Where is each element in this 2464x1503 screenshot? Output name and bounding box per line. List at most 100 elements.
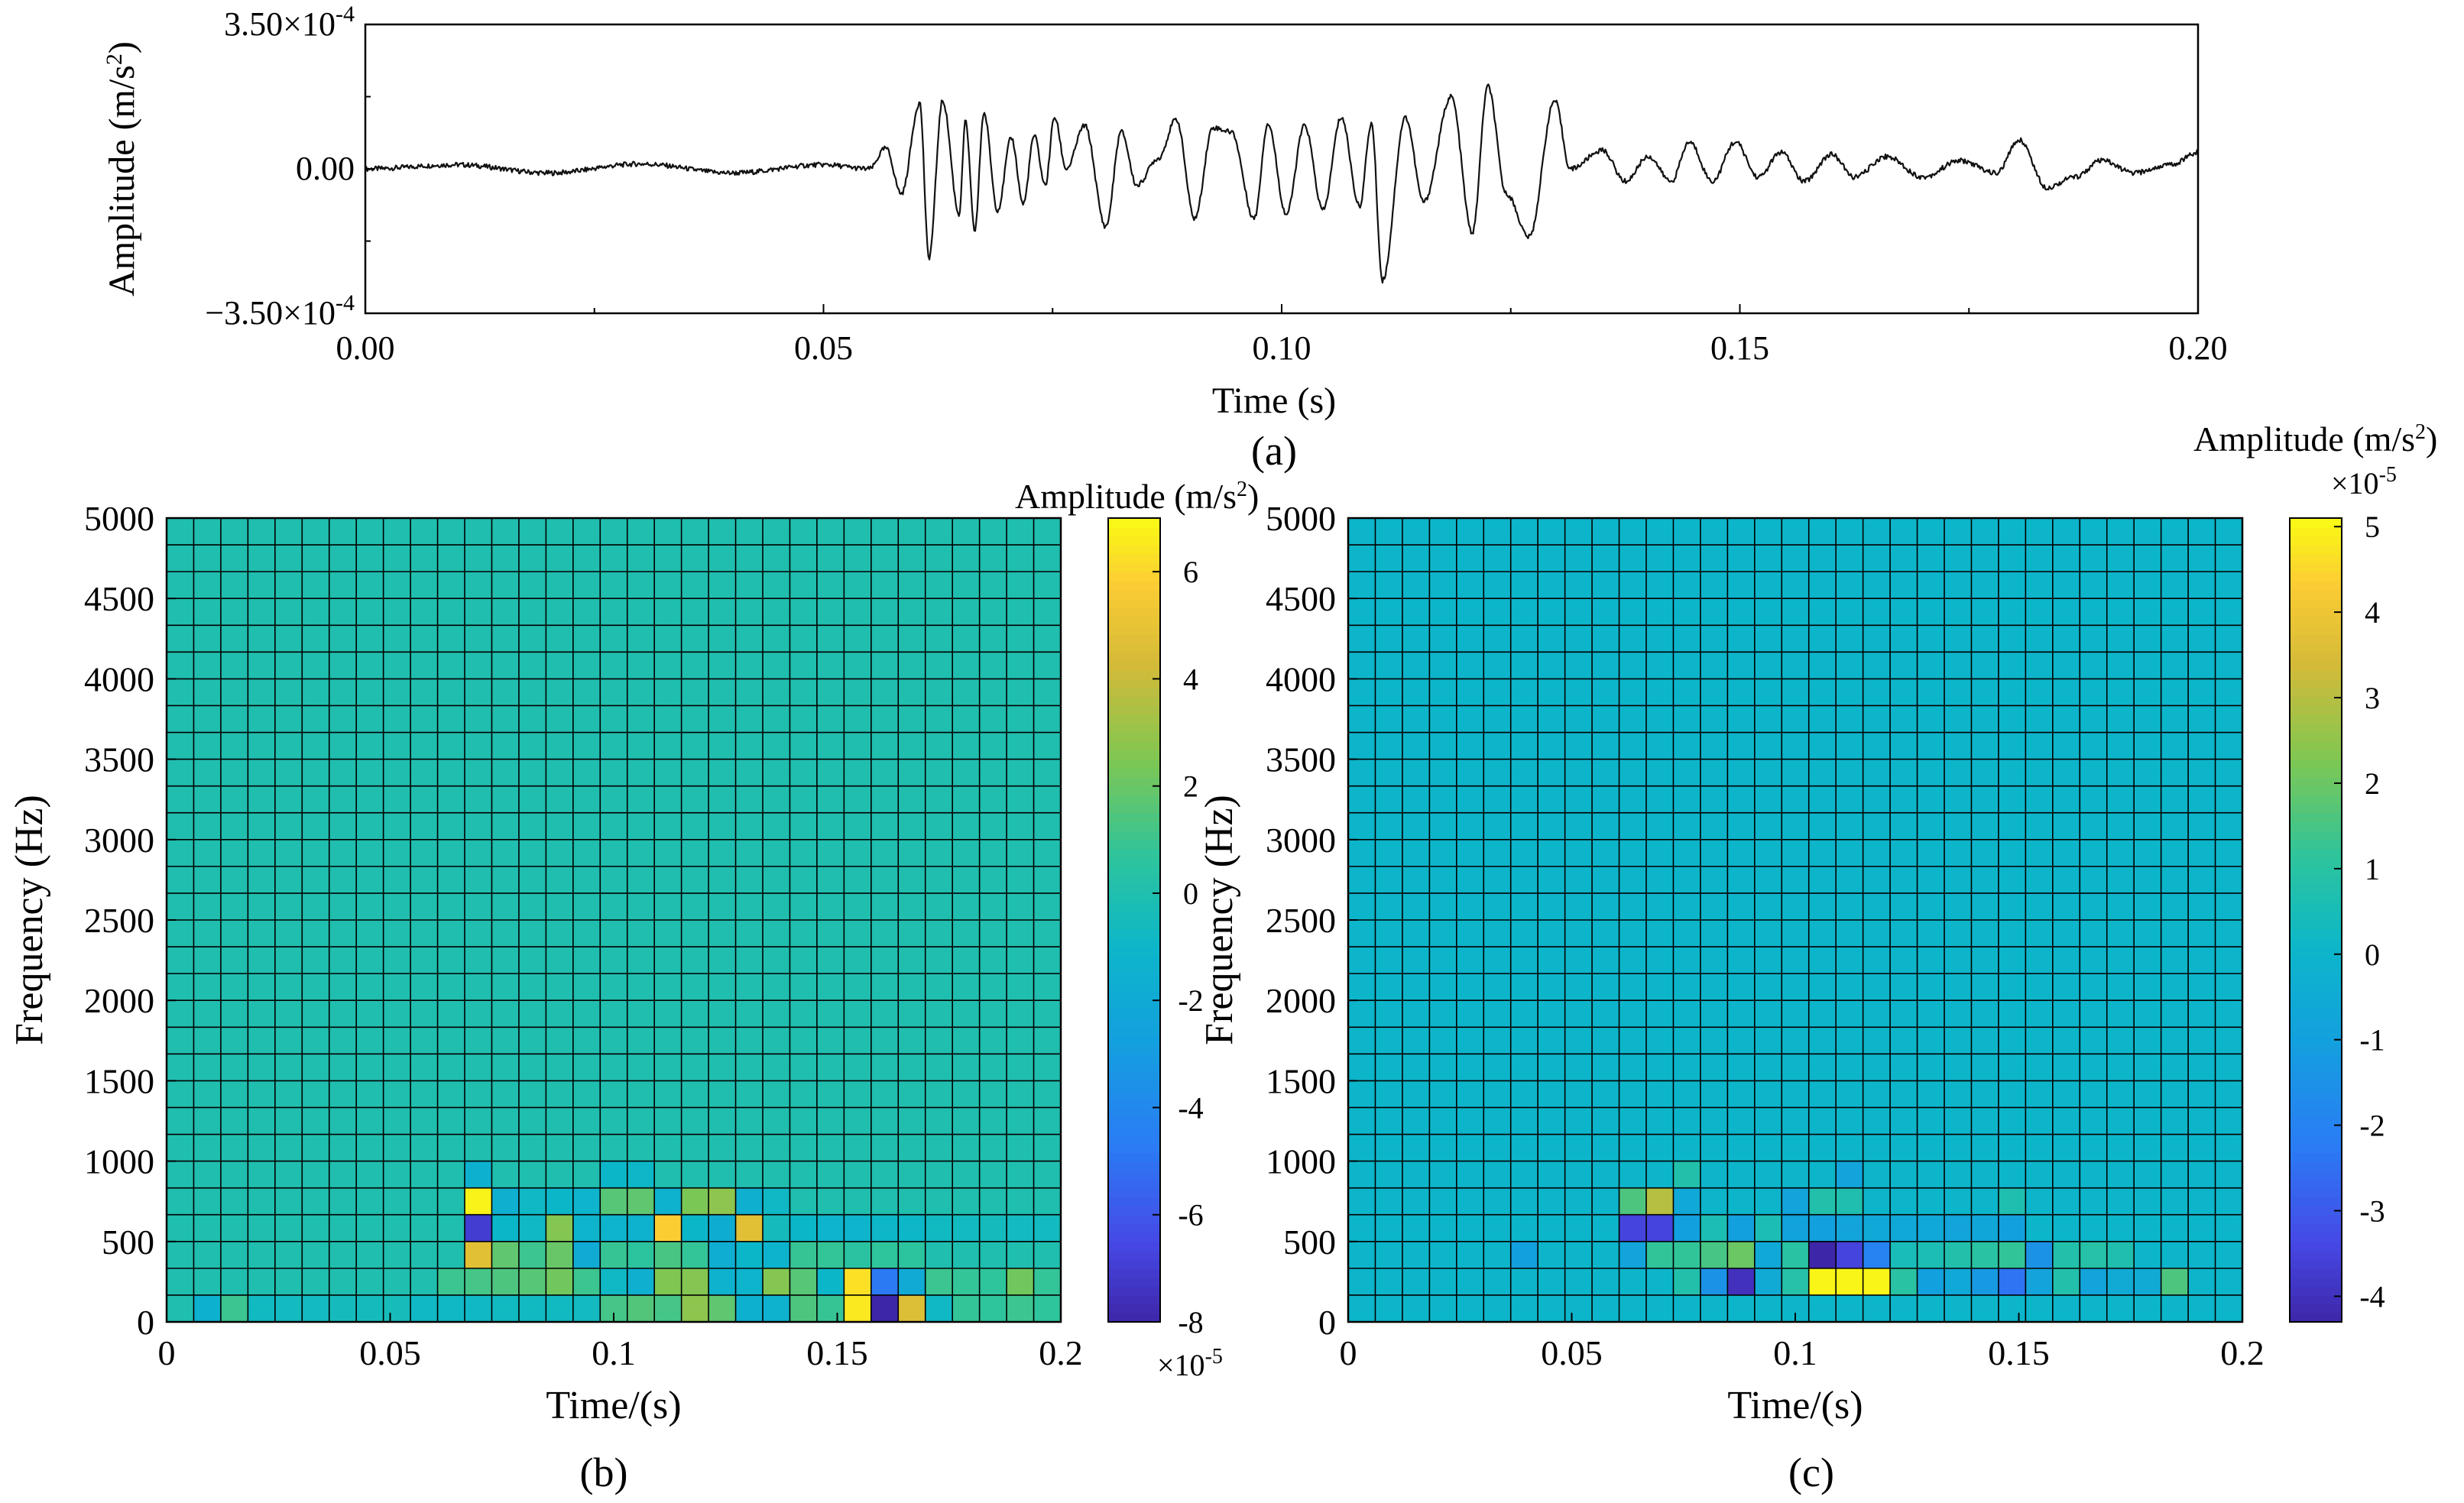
panel-b-cell (193, 812, 222, 841)
panel-c-colorbar-title: Amplitude (m/s2) (2193, 419, 2437, 458)
panel-b-cell (572, 518, 601, 546)
panel-c-cell (1619, 1134, 1647, 1162)
panel-b-cell (356, 892, 384, 921)
panel-c-cell (1538, 1241, 1566, 1269)
panel-b-cell (491, 1294, 520, 1323)
panel-c-cell (1808, 1080, 1837, 1109)
panel-c-cell (1890, 920, 1918, 947)
panel-c-colorbar-step (2290, 776, 2342, 787)
panel-b-cell (302, 518, 330, 546)
panel-b-cell (220, 1241, 248, 1269)
panel-c-cell (1673, 786, 1701, 814)
panel-b-cell (681, 1000, 709, 1028)
panel-c-cell (2215, 1187, 2243, 1216)
panel-b-y-tick-label: 2000 (84, 981, 154, 1020)
panel-b-cell (816, 759, 845, 787)
panel-c-cell (1971, 759, 1999, 787)
panel-c-y-tick-label: 5000 (1266, 499, 1336, 538)
panel-b-cell (274, 947, 303, 974)
panel-b-cell (248, 1107, 276, 1135)
panel-c-cell (1564, 572, 1593, 599)
panel-b-cell (600, 920, 628, 947)
panel-b-cell (952, 1241, 981, 1269)
panel-b-cell (925, 1054, 953, 1081)
panel-c-cell (1944, 625, 1973, 653)
panel-b-cell (193, 1214, 222, 1242)
panel-b-cell (329, 1294, 357, 1323)
panel-c-cell (1917, 652, 1945, 679)
panel-b-cell (356, 1134, 384, 1162)
panel-c-cell (1592, 1161, 1620, 1189)
panel-c-cell (1727, 920, 1756, 947)
panel-b-cell (491, 705, 520, 734)
panel-c-cell (1646, 973, 1675, 1001)
panel-b-cell (302, 1214, 330, 1242)
panel-b-cell (1007, 679, 1035, 707)
panel-c-cell (1863, 759, 1891, 787)
panel-b-cell (600, 947, 628, 974)
panel-c-colorbar-step (2290, 1045, 2342, 1055)
panel-c-cell (1700, 625, 1728, 653)
panel-b-cell (248, 572, 276, 599)
panel-c-colorbar-step (2290, 1206, 2342, 1216)
panel-b-cell (248, 812, 276, 841)
panel-c-cell (1863, 973, 1891, 1001)
panel-c-cell (1998, 1241, 2026, 1269)
panel-c-cell (1890, 892, 1918, 921)
panel-b-cell (518, 947, 546, 974)
panel-b-cell (572, 973, 601, 1001)
panel-c-cell (1673, 572, 1701, 599)
panel-b-cell (735, 1241, 764, 1269)
panel-b-cell (789, 839, 818, 867)
panel-c-cell (1673, 839, 1701, 867)
panel-c-cell (1592, 1268, 1620, 1296)
panel-b-cell (302, 920, 330, 947)
panel-b-cell (167, 839, 195, 867)
panel-b-cell (248, 1027, 276, 1054)
panel-b-cell (654, 1054, 682, 1081)
panel-c-cell (1998, 518, 2026, 546)
panel-b-cell (844, 812, 872, 841)
panel-b-cell (763, 625, 791, 653)
panel-b-cell (248, 1161, 276, 1189)
panel-c-cell (1456, 545, 1484, 572)
panel-c-cell (1998, 786, 2026, 814)
panel-b-cell (572, 786, 601, 814)
panel-c-cell (1402, 1054, 1430, 1081)
panel-c-cell (1564, 973, 1593, 1001)
panel-b-y-tick-label: 5000 (84, 499, 154, 538)
panel-b-cell (329, 1080, 357, 1109)
panel-b-cell (1007, 598, 1035, 626)
panel-c-cell (1808, 839, 1837, 867)
panel-b-cell (600, 1027, 628, 1054)
panel-b-cell (274, 1241, 303, 1269)
panel-c-cell (1348, 679, 1376, 707)
panel-c-cell (1998, 652, 2026, 679)
panel-b-cell (844, 1161, 872, 1189)
panel-b-cell (654, 1000, 682, 1028)
panel-c-cell (2215, 1161, 2243, 1189)
panel-b-cell (329, 947, 357, 974)
panel-b-cell (925, 1161, 953, 1189)
panel-b-cell (302, 1241, 330, 1269)
panel-c-cell (2134, 705, 2162, 734)
panel-b-cell (410, 892, 439, 921)
panel-b-cell (546, 1214, 574, 1242)
panel-b-cell (410, 1027, 439, 1054)
panel-b-cell (871, 892, 899, 921)
panel-b-cell (356, 1161, 384, 1189)
panel-c-cell (1971, 518, 1999, 546)
panel-b-cell (979, 1027, 1007, 1054)
panel-c-cell (1754, 652, 1782, 679)
panel-a-x-axis-label: Time (s) (1212, 381, 1336, 421)
panel-b-colorbar-step (1108, 1045, 1160, 1055)
panel-c-cell (1944, 545, 1973, 572)
panel-b-cell (789, 920, 818, 947)
panel-b-cell (708, 1294, 737, 1323)
panel-b-cell (356, 866, 384, 894)
panel-c-cell (1348, 786, 1376, 814)
panel-c-cell (2025, 1161, 2054, 1189)
panel-c-cell (1375, 1268, 1403, 1296)
panel-c-cell (2106, 1134, 2135, 1162)
panel-c-y-tick-label: 2000 (1266, 981, 1336, 1020)
